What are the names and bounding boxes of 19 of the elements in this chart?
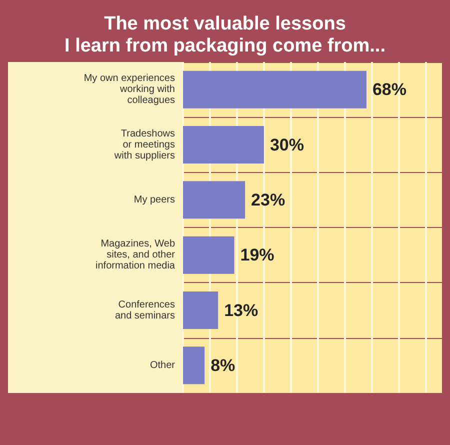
bar bbox=[183, 291, 218, 330]
y-tick-label: My own experiences working with colleagues bbox=[84, 73, 175, 106]
data-label: 30% bbox=[270, 135, 304, 154]
data-label: 23% bbox=[251, 190, 286, 210]
data-label: 19% bbox=[240, 246, 274, 265]
y-tick-label: Other bbox=[150, 360, 176, 371]
data-label: 68% bbox=[372, 80, 406, 100]
bar bbox=[183, 70, 366, 108]
bar bbox=[183, 346, 205, 384]
y-tick-label: Conferences and seminars bbox=[114, 299, 175, 322]
y-tick-label: My peers bbox=[134, 194, 175, 206]
bar bbox=[183, 236, 234, 274]
bar bbox=[183, 126, 264, 164]
data-label: 8% bbox=[210, 356, 236, 375]
y-tick-label: Tradeshows or meetings with suppliers bbox=[113, 128, 175, 162]
y-tick-label: Magazines, Web sites, and other information media bbox=[96, 238, 176, 272]
chart-title: The most valuable lessons I learn from packaging come from... bbox=[64, 14, 386, 56]
data-label: 13% bbox=[224, 300, 258, 320]
bar bbox=[183, 181, 246, 219]
